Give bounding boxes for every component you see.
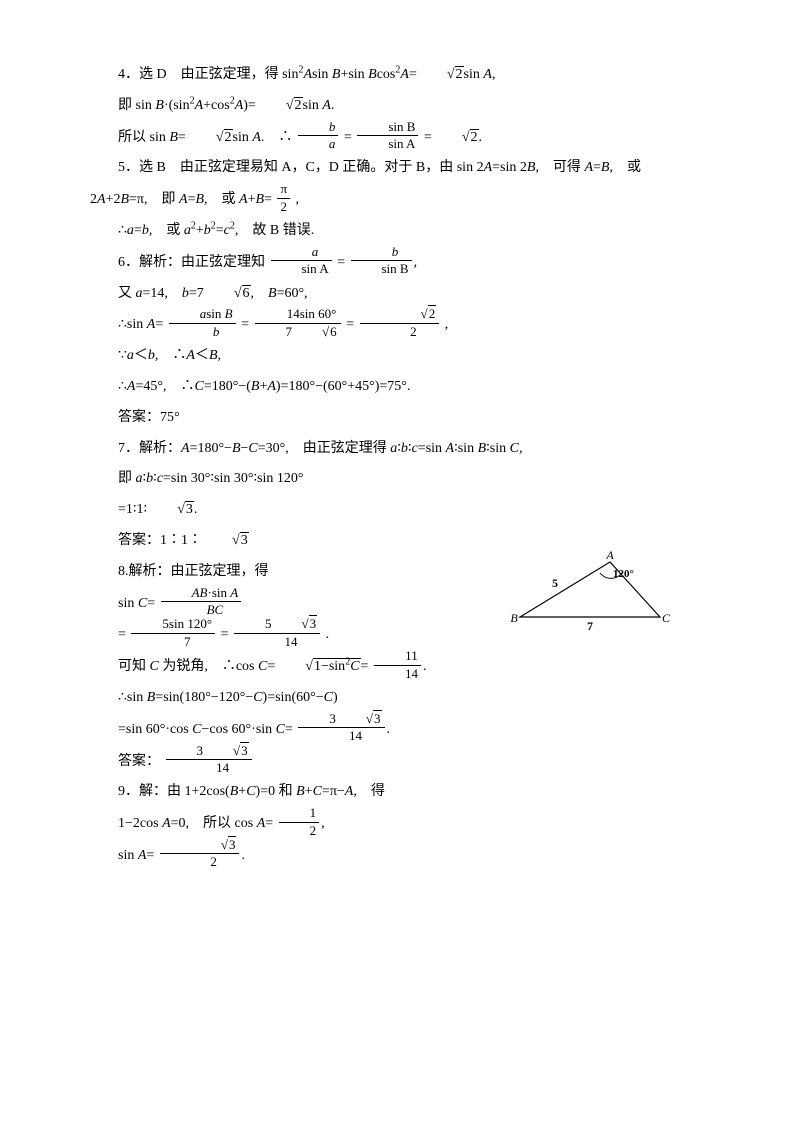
triangle-figure: A B C 5 7 120° — [500, 547, 680, 637]
para-9-line3: sin A= 32. — [90, 840, 710, 872]
para-4-line1: 4．选 D 由正弦定理，得 sin2Asin B+sin Bcos2A=2sin… — [90, 60, 710, 91]
para-9-line1: 9．解：由 1+2cos(B+C)=0 和 B+C=π−A, 得 — [90, 777, 710, 808]
para-8-line6: =sin 60°·cos C−cos 60°·sin C= 3314. — [90, 714, 710, 746]
para-7-line2: 即 a∶b∶c=sin 30°∶sin 30°∶sin 120° — [90, 464, 710, 495]
para-9-line2: 1−2cos A=0, 所以 cos A= 12, — [90, 808, 710, 840]
para-6-line1: 6．解析：由正弦定理知 asin A = bsin B, — [90, 247, 710, 279]
svg-text:7: 7 — [587, 619, 593, 633]
svg-text:120°: 120° — [613, 568, 634, 580]
para-7-line1: 7．解析：A=180°−B−C=30°, 由正弦定理得 a∶b∶c=sin A∶… — [90, 434, 710, 465]
para-6-line2: 又 a=14, b=76, B=60°, — [90, 279, 710, 310]
para-7-line3: =1∶1∶3. — [90, 495, 710, 526]
svg-text:B: B — [510, 611, 518, 625]
para-8-answer: 答案： 3314 — [90, 746, 710, 778]
para-8-line4: 可知 C 为锐角, ∴cos C=1−sin2C= 1114. — [90, 651, 710, 683]
svg-text:C: C — [662, 611, 671, 625]
para-5-line3: ∴a=b, 或 a2+b2=c2, 故 B 错误. — [90, 216, 710, 247]
para-5-line1: 5．选 B 由正弦定理易知 A，C，D 正确。对于 B，由 sin 2A=sin… — [90, 153, 710, 184]
para-6-answer: 答案：75° — [90, 403, 710, 434]
para-8-line5: ∴sin B=sin(180°−120°−C)=sin(60°−C) — [90, 683, 710, 714]
para-4-line2: 即 sin B·(sin2A+cos2A)=2sin A. — [90, 91, 710, 122]
para-5-line2: 2A+2B=π, 即 A=B, 或 A+B= π2 , — [90, 184, 710, 216]
para-6-line3: ∴sin A= asin Bb = 14sin 60°76 = 22 , — [90, 309, 710, 341]
para-6-line4: ∵a＜b, ∴A＜B, — [90, 341, 710, 372]
svg-text:A: A — [605, 548, 614, 562]
para-4-line3: 所以 sin B=2sin A. ∴ ba = sin Bsin A =2. — [90, 122, 710, 154]
para-6-line5: ∴A=45°, ∴C=180°−(B+A)=180°−(60°+45°)=75°… — [90, 372, 710, 403]
svg-text:5: 5 — [552, 576, 558, 590]
